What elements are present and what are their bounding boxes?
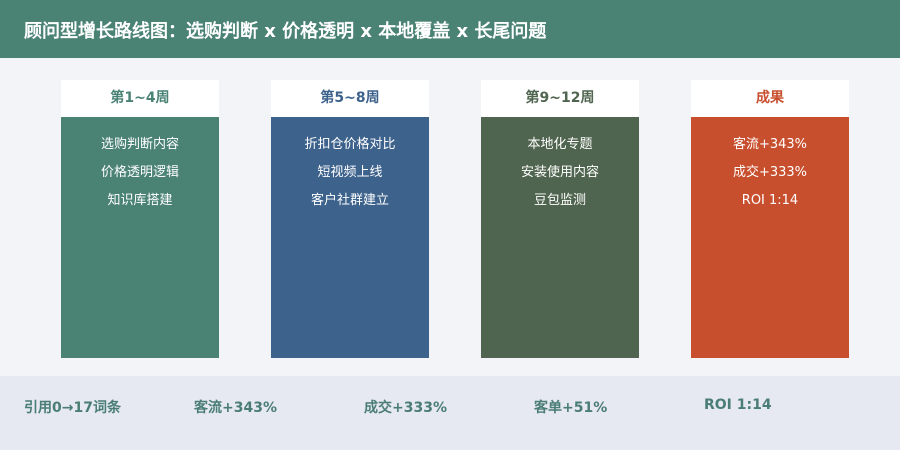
phase-item: 价格透明逻辑 [100, 165, 179, 180]
phase-column: 第1~4周 选购判断内容 价格透明逻辑 知识库搭建 [61, 80, 219, 358]
phase-item: 本地化专题 [527, 137, 593, 152]
phase-item: 成交+333% [732, 165, 808, 180]
phase-body: 本地化专题安装使用内容 豆包监测 [481, 117, 639, 358]
phase-item: 豆包监测 [533, 193, 586, 208]
footer-metric: 引用0→17词条 [24, 400, 121, 416]
phase-item: 安装使用内容 [520, 165, 599, 180]
phase-label: 第9~12周 [481, 80, 639, 117]
phase-label: 第5~8周 [271, 80, 429, 117]
phase-column: 成果客流+343% 成交+333% ROI 1:14 [691, 80, 849, 358]
phase-item: 知识库搭建 [107, 193, 173, 208]
phase-body: 客流+343% 成交+333% ROI 1:14 [691, 117, 849, 358]
phase-column: 第5~8周折扣仓价格对比 短视频上线客户社群建立 [271, 80, 429, 358]
footer-metric: 客单+51% [534, 400, 608, 416]
phase-body: 折扣仓价格对比 短视频上线客户社群建立 [271, 117, 429, 358]
phase-item: 客流+343% [732, 137, 808, 152]
phase-column: 第9~12周本地化专题安装使用内容 豆包监测 [481, 80, 639, 358]
footer-metric: ROI 1:14 [704, 397, 772, 413]
phase-item: 客户社群建立 [310, 193, 389, 208]
phase-item: 选购判断内容 [100, 137, 179, 152]
footer: 引用0→17词条 客流+343% 成交+333% 客单+51% ROI 1:14 [0, 376, 900, 450]
title: 顾问型增长路线图：选购判断 x 价格透明 x 本地覆盖 x 长尾问题 [24, 21, 547, 42]
phase-item: 折扣仓价格对比 [304, 137, 396, 152]
footer-metric: 成交+333% [364, 400, 447, 416]
footer-metric: 客流+343% [194, 400, 277, 416]
phase-label: 成果 [691, 80, 849, 117]
phase-body: 选购判断内容 价格透明逻辑 知识库搭建 [61, 117, 219, 358]
phase-item: ROI 1:14 [741, 193, 799, 208]
phase-item: 短视频上线 [317, 165, 383, 180]
header: 顾问型增长路线图：选购判断 x 价格透明 x 本地覆盖 x 长尾问题 [0, 0, 900, 58]
phase-label: 第1~4周 [61, 80, 219, 117]
